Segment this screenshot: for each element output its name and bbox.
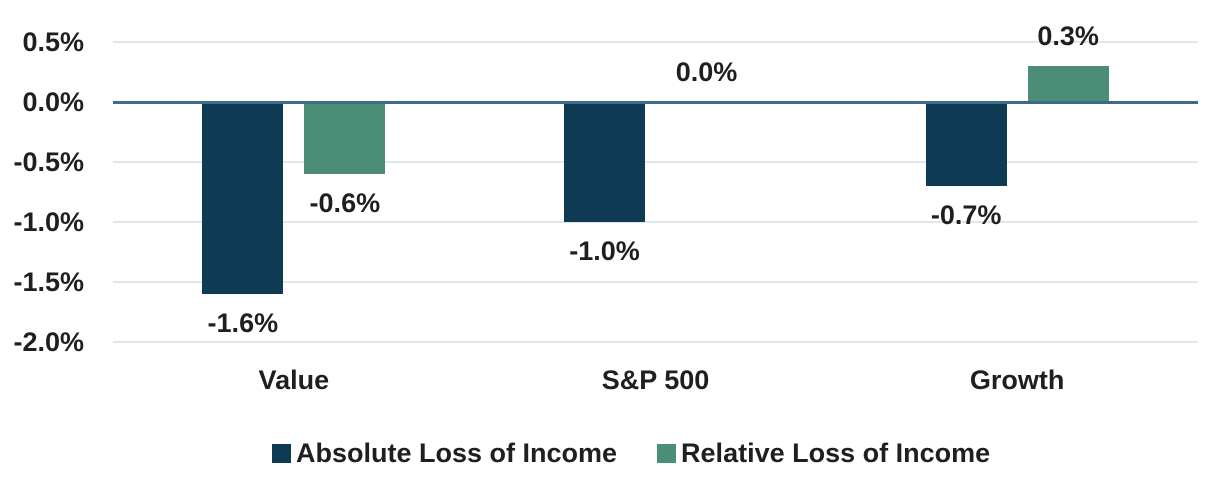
zero-axis-line bbox=[113, 101, 1198, 104]
category-label-s-p-500: S&P 500 bbox=[601, 365, 710, 395]
gridline bbox=[113, 341, 1198, 343]
data-label: -1.6% bbox=[207, 308, 279, 338]
bar-absolute-2 bbox=[925, 102, 1007, 186]
y-tick-label: 0.0% bbox=[22, 87, 84, 117]
gridline bbox=[113, 281, 1198, 283]
y-tick-label: 0.5% bbox=[22, 27, 84, 57]
legend-item-relative: Relative Loss of Income bbox=[657, 440, 990, 467]
category-label-growth: Growth bbox=[969, 365, 1065, 395]
bar-absolute-1 bbox=[564, 102, 645, 222]
data-label: 0.3% bbox=[1037, 21, 1099, 51]
y-tick-label: -0.5% bbox=[13, 147, 84, 177]
legend-item-absolute: Absolute Loss of Income bbox=[272, 440, 617, 467]
y-tick-label: -1.0% bbox=[13, 207, 84, 237]
chart-legend: Absolute Loss of Income Relative Loss of … bbox=[272, 440, 990, 467]
data-label: -0.7% bbox=[930, 200, 1002, 230]
y-tick-label: -2.0% bbox=[13, 327, 84, 357]
gridline bbox=[113, 221, 1198, 223]
legend-swatch-icon bbox=[657, 444, 677, 463]
legend-swatch-icon bbox=[272, 444, 291, 463]
bar-absolute-0 bbox=[202, 102, 284, 294]
category-label-value: Value bbox=[258, 365, 330, 395]
data-label: 0.0% bbox=[675, 57, 738, 87]
legend-label: Relative Loss of Income bbox=[681, 438, 991, 468]
y-tick-label: -1.5% bbox=[13, 267, 84, 297]
gridline bbox=[113, 41, 1198, 43]
gridline bbox=[113, 161, 1198, 163]
data-label: -1.0% bbox=[569, 236, 640, 266]
data-label: -0.6% bbox=[309, 188, 381, 218]
bar-relative-0 bbox=[304, 102, 386, 174]
legend-label: Absolute Loss of Income bbox=[296, 438, 618, 468]
bar-relative-2 bbox=[1027, 66, 1109, 102]
